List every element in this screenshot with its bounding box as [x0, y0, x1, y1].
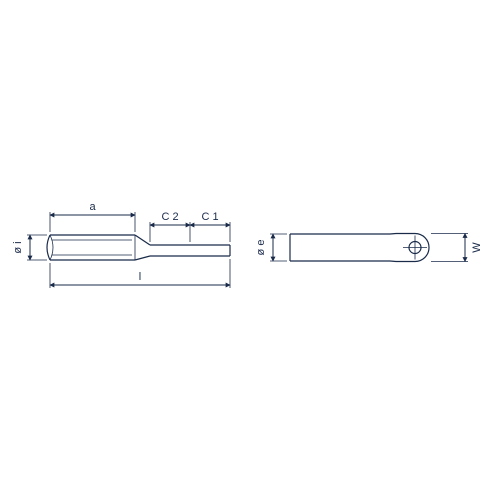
label-l: l: [139, 271, 141, 283]
label-oi: ø i: [12, 241, 24, 253]
front-view: ø eW: [255, 234, 483, 262]
label-a: a: [89, 201, 96, 213]
label-oe: ø e: [255, 240, 267, 256]
label-c2: C 2: [161, 211, 178, 223]
label-c1: C 1: [201, 211, 218, 223]
label-w: W: [471, 242, 483, 253]
technical-diagram: a C 2 C 1 l ø i ø e W: [0, 0, 500, 500]
side-view: a C 2 C 1 l ø i: [12, 201, 230, 288]
